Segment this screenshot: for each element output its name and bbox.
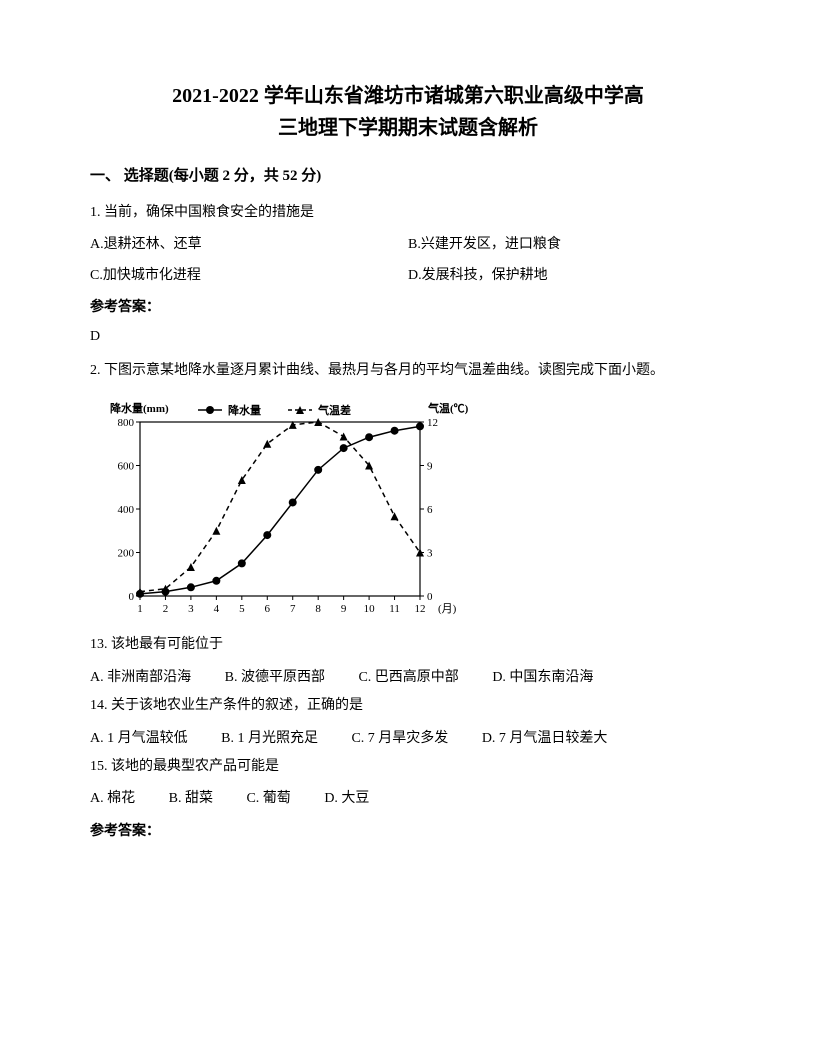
svg-text:2: 2 bbox=[163, 603, 169, 615]
q14-text: 14. 关于该地农业生产条件的叙述，正确的是 bbox=[90, 695, 726, 717]
svg-text:0: 0 bbox=[129, 591, 135, 603]
svg-text:气温差: 气温差 bbox=[317, 403, 351, 417]
q1-optC: C.加快城市化进程 bbox=[90, 265, 408, 287]
title-line1: 2021-2022 学年山东省潍坊市诸城第六职业高级中学高 bbox=[90, 80, 726, 112]
q1-answer-label: 参考答案： bbox=[90, 297, 726, 319]
svg-text:12: 12 bbox=[415, 603, 426, 615]
svg-text:3: 3 bbox=[427, 548, 433, 560]
svg-text:降水量(mm): 降水量(mm) bbox=[110, 401, 169, 415]
question-2: 2. 下图示意某地降水量逐月累计曲线、最热月与各月的平均气温差曲线。读图完成下面… bbox=[90, 360, 726, 382]
svg-text:(月): (月) bbox=[438, 603, 457, 615]
chart: 0200400600800036912123456789101112降水量(mm… bbox=[90, 394, 726, 624]
question-1: 1. 当前，确保中国粮食安全的措施是 A.退耕还林、还草 B.兴建开发区，进口粮… bbox=[90, 202, 726, 348]
chart-svg: 0200400600800036912123456789101112降水量(mm… bbox=[90, 394, 470, 624]
q14-optC: C. 7 月旱灾多发 bbox=[351, 728, 448, 750]
q14-optD: D. 7 月气温日较差大 bbox=[482, 728, 608, 750]
q15-optA: A. 棉花 bbox=[90, 788, 135, 810]
q14-optA: A. 1 月气温较低 bbox=[90, 728, 188, 750]
q14-optB: B. 1 月光照充足 bbox=[221, 728, 318, 750]
q13-text: 13. 该地最有可能位于 bbox=[90, 634, 726, 656]
svg-text:1: 1 bbox=[137, 603, 143, 615]
q15-optD: D. 大豆 bbox=[324, 788, 369, 810]
question-15: 15. 该地的最典型农产品可能是 A. 棉花 B. 甜菜 C. 葡萄 D. 大豆… bbox=[90, 756, 726, 843]
q1-optA: A.退耕还林、还草 bbox=[90, 234, 408, 256]
svg-text:降水量: 降水量 bbox=[228, 403, 261, 417]
svg-text:600: 600 bbox=[118, 461, 135, 473]
q15-answer-label: 参考答案： bbox=[90, 821, 726, 843]
svg-text:5: 5 bbox=[239, 603, 245, 615]
q13-optA: A. 非洲南部沿海 bbox=[90, 667, 191, 689]
q15-optC: C. 葡萄 bbox=[246, 788, 290, 810]
question-13: 13. 该地最有可能位于 A. 非洲南部沿海 B. 波德平原西部 C. 巴西高原… bbox=[90, 634, 726, 689]
svg-text:400: 400 bbox=[118, 504, 135, 516]
svg-text:800: 800 bbox=[118, 417, 135, 429]
svg-text:7: 7 bbox=[290, 603, 296, 615]
svg-text:4: 4 bbox=[214, 603, 220, 615]
page-title: 2021-2022 学年山东省潍坊市诸城第六职业高级中学高 三地理下学期期末试题… bbox=[90, 80, 726, 144]
svg-text:6: 6 bbox=[265, 603, 271, 615]
q13-optD: D. 中国东南沿海 bbox=[492, 667, 593, 689]
question-14: 14. 关于该地农业生产条件的叙述，正确的是 A. 1 月气温较低 B. 1 月… bbox=[90, 695, 726, 750]
q2-text: 2. 下图示意某地降水量逐月累计曲线、最热月与各月的平均气温差曲线。读图完成下面… bbox=[90, 360, 726, 382]
svg-text:9: 9 bbox=[427, 461, 433, 473]
q1-answer: D bbox=[90, 326, 726, 348]
section-header: 一、 选择题(每小题 2 分，共 52 分) bbox=[90, 164, 726, 188]
svg-text:9: 9 bbox=[341, 603, 347, 615]
svg-text:8: 8 bbox=[315, 603, 321, 615]
svg-text:6: 6 bbox=[427, 504, 433, 516]
q13-optB: B. 波德平原西部 bbox=[225, 667, 325, 689]
svg-text:气温(℃): 气温(℃) bbox=[427, 401, 469, 415]
q1-optB: B.兴建开发区，进口粮食 bbox=[408, 234, 726, 256]
q13-optC: C. 巴西高原中部 bbox=[358, 667, 458, 689]
q1-text: 1. 当前，确保中国粮食安全的措施是 bbox=[90, 202, 726, 224]
q1-optD: D.发展科技，保护耕地 bbox=[408, 265, 726, 287]
svg-text:10: 10 bbox=[364, 603, 376, 615]
svg-text:0: 0 bbox=[427, 591, 433, 603]
q15-text: 15. 该地的最典型农产品可能是 bbox=[90, 756, 726, 778]
title-line2: 三地理下学期期末试题含解析 bbox=[90, 112, 726, 144]
svg-text:11: 11 bbox=[389, 603, 400, 615]
svg-text:200: 200 bbox=[118, 548, 135, 560]
q15-optB: B. 甜菜 bbox=[169, 788, 213, 810]
svg-text:3: 3 bbox=[188, 603, 194, 615]
svg-text:12: 12 bbox=[427, 417, 438, 429]
